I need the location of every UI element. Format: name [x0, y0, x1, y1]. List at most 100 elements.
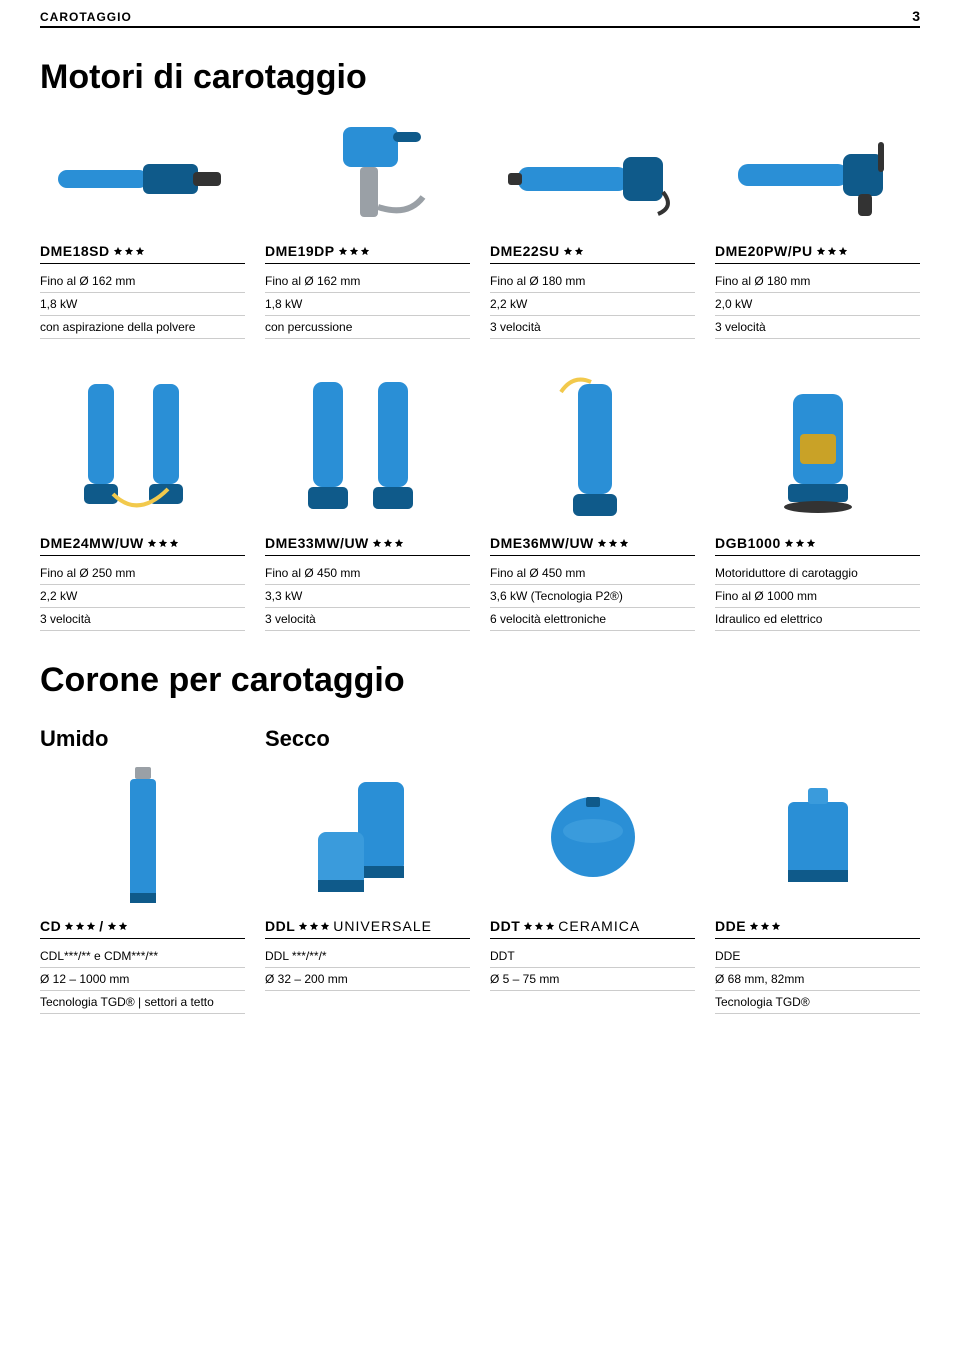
product-spec: Ø 12 – 1000 mm: [40, 968, 245, 991]
product-spec: con aspirazione della polvere: [40, 316, 245, 339]
product-name: CD /: [40, 918, 245, 939]
product-code: DME24MW/UW: [40, 535, 144, 551]
product-code: CD: [40, 918, 61, 934]
product-code: DGB1000: [715, 535, 781, 551]
column-label-spacer: [715, 726, 920, 752]
product-spec: Fino al Ø 162 mm: [40, 270, 245, 293]
product-spec: 6 velocità elettroniche: [490, 608, 695, 631]
product-spec: 1,8 kW: [40, 293, 245, 316]
product-image: [715, 369, 920, 529]
product-name: DME18SD: [40, 243, 245, 264]
star-rating: [338, 246, 370, 256]
product-spec: 3,3 kW: [265, 585, 470, 608]
product-name: DME36MW/UW: [490, 535, 695, 556]
product-spec: 3,6 kW (Tecnologia P2®): [490, 585, 695, 608]
product-card: Secco DDL UNIVERSALE DDL ***/**/* Ø 32 –…: [265, 720, 470, 1014]
product-spec: Idraulico ed elettrico: [715, 608, 920, 631]
product-spec: Tecnologia TGD®: [715, 991, 920, 1014]
product-spec: Fino al Ø 180 mm: [490, 270, 695, 293]
product-code: DDL: [265, 918, 295, 934]
product-code: DME18SD: [40, 243, 110, 259]
product-image: [265, 117, 470, 237]
product-image: [40, 369, 245, 529]
product-code: DME19DP: [265, 243, 335, 259]
page-header: CAROTAGGIO 3: [40, 0, 920, 28]
product-row-2: DME24MW/UW Fino al Ø 250 mm 2,2 kW 3 vel…: [40, 369, 920, 631]
product-spec: Fino al Ø 1000 mm: [715, 585, 920, 608]
product-code: DME22SU: [490, 243, 560, 259]
product-code: DME33MW/UW: [265, 535, 369, 551]
product-name: DME20PW/PU: [715, 243, 920, 264]
product-spec: DDE: [715, 945, 920, 968]
product-card: DME24MW/UW Fino al Ø 250 mm 2,2 kW 3 vel…: [40, 369, 245, 631]
product-row-3: Umido CD / CDL***/** e CDM***/** Ø 12 – …: [40, 720, 920, 1014]
product-image: [715, 117, 920, 237]
product-spec: 3 velocità: [490, 316, 695, 339]
product-spec: con percussione: [265, 316, 470, 339]
product-code: DME36MW/UW: [490, 535, 594, 551]
column-label-secco: Secco: [265, 726, 470, 752]
product-image: [490, 762, 695, 912]
product-spec: Fino al Ø 162 mm: [265, 270, 470, 293]
product-spec: Ø 32 – 200 mm: [265, 968, 470, 991]
product-spec: Fino al Ø 450 mm: [490, 562, 695, 585]
star-rating: [298, 921, 330, 931]
product-spec: DDL ***/**/*: [265, 945, 470, 968]
product-image: [265, 369, 470, 529]
product-spec: 3 velocità: [40, 608, 245, 631]
product-code: DDE: [715, 918, 746, 934]
product-name: DME22SU: [490, 243, 695, 264]
product-name: DDE: [715, 918, 920, 939]
column-label-umido: Umido: [40, 726, 245, 752]
header-page-number: 3: [912, 8, 920, 24]
product-name: DGB1000: [715, 535, 920, 556]
product-spec: 2,2 kW: [40, 585, 245, 608]
star-rating: [749, 921, 781, 931]
star-rating: [784, 538, 816, 548]
product-name-suffix: UNIVERSALE: [333, 918, 432, 934]
product-spec: 2,0 kW: [715, 293, 920, 316]
star-rating: [597, 538, 629, 548]
product-image: [490, 117, 695, 237]
product-spec: CDL***/** e CDM***/**: [40, 945, 245, 968]
product-spec: Fino al Ø 180 mm: [715, 270, 920, 293]
product-image: [265, 762, 470, 912]
star-rating: [563, 246, 584, 256]
product-card: DME20PW/PU Fino al Ø 180 mm 2,0 kW 3 vel…: [715, 117, 920, 339]
product-name: DME19DP: [265, 243, 470, 264]
section-title-corone: Corone per carotaggio: [40, 661, 920, 700]
product-name-separator: /: [99, 918, 103, 934]
product-name: DDT CERAMICA: [490, 918, 695, 939]
product-spec: Fino al Ø 250 mm: [40, 562, 245, 585]
product-card: Umido CD / CDL***/** e CDM***/** Ø 12 – …: [40, 720, 245, 1014]
product-card: DDT CERAMICA DDT Ø 5 – 75 mm: [490, 720, 695, 1014]
product-card: DME22SU Fino al Ø 180 mm 2,2 kW 3 veloci…: [490, 117, 695, 339]
product-image: [715, 762, 920, 912]
product-name: DDL UNIVERSALE: [265, 918, 470, 939]
product-card: DGB1000 Motoriduttore di carotaggio Fino…: [715, 369, 920, 631]
product-card: DME18SD Fino al Ø 162 mm 1,8 kW con aspi…: [40, 117, 245, 339]
product-spec: 3 velocità: [715, 316, 920, 339]
product-spec: 3 velocità: [265, 608, 470, 631]
product-spec: Ø 5 – 75 mm: [490, 968, 695, 991]
product-card: DME36MW/UW Fino al Ø 450 mm 3,6 kW (Tecn…: [490, 369, 695, 631]
star-rating: [147, 538, 179, 548]
product-name: DME24MW/UW: [40, 535, 245, 556]
product-name: DME33MW/UW: [265, 535, 470, 556]
star-rating: [113, 246, 145, 256]
star-rating: [64, 921, 96, 931]
star-rating: [523, 921, 555, 931]
product-image: [40, 117, 245, 237]
product-code: DME20PW/PU: [715, 243, 813, 259]
product-spec: Ø 68 mm, 82mm: [715, 968, 920, 991]
product-spec: DDT: [490, 945, 695, 968]
product-card: DDE DDE Ø 68 mm, 82mm Tecnologia TGD®: [715, 720, 920, 1014]
product-image: [40, 762, 245, 912]
product-spec: 1,8 kW: [265, 293, 470, 316]
product-card: DME33MW/UW Fino al Ø 450 mm 3,3 kW 3 vel…: [265, 369, 470, 631]
star-rating: [816, 246, 848, 256]
product-name-suffix: CERAMICA: [558, 918, 640, 934]
header-label: CAROTAGGIO: [40, 10, 132, 24]
star-rating: [372, 538, 404, 548]
product-spec: Fino al Ø 450 mm: [265, 562, 470, 585]
